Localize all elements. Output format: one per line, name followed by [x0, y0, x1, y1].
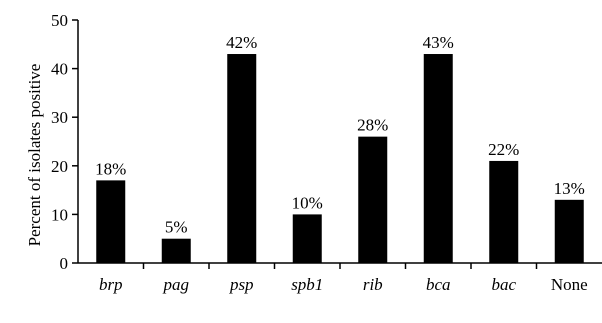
x-tick-label-bca: bca — [426, 275, 451, 294]
data-label-spb1: 10% — [292, 193, 323, 212]
y-tick-label: 0 — [60, 254, 69, 273]
bar-spb1 — [292, 214, 322, 263]
x-tick-label-brp: brp — [99, 275, 123, 294]
bar-bca — [423, 54, 453, 263]
x-tick-label-rib: rib — [363, 275, 383, 294]
data-labels: 18% 5% 42% 10% 28% 43% 22% 13% — [95, 33, 585, 237]
y-tick-label: 30 — [51, 108, 68, 127]
bars — [96, 54, 584, 263]
data-label-psp: 42% — [226, 33, 257, 52]
data-label-brp: 18% — [95, 159, 126, 178]
data-label-pag: 5% — [165, 218, 188, 237]
bar-brp — [96, 180, 126, 263]
bar-none — [554, 199, 584, 263]
bar-pag — [161, 238, 191, 263]
data-label-bca: 43% — [423, 33, 454, 52]
x-tick-label-psp: psp — [229, 275, 254, 294]
x-tick-label-bac: bac — [491, 275, 516, 294]
bar-bac — [489, 160, 519, 263]
y-tick-label: 40 — [51, 60, 68, 79]
y-axis-title: Percent of isolates positive — [25, 64, 44, 247]
y-tick-label: 10 — [51, 205, 68, 224]
y-tick-label: 50 — [51, 11, 68, 30]
category-labels: brp pag psp spb1 rib bca bac None — [99, 275, 588, 294]
bar-rib — [358, 136, 388, 263]
data-label-rib: 28% — [357, 116, 388, 135]
y-ticks: 0 10 20 30 40 50 — [51, 11, 78, 273]
data-label-none: 13% — [554, 179, 585, 198]
y-tick-label: 20 — [51, 157, 68, 176]
x-ticks — [142, 263, 538, 269]
x-tick-label-spb1: spb1 — [291, 275, 323, 294]
x-tick-label-pag: pag — [163, 275, 190, 294]
x-tick-label-none: None — [551, 275, 588, 294]
data-label-bac: 22% — [488, 140, 519, 159]
bar-psp — [227, 54, 257, 263]
